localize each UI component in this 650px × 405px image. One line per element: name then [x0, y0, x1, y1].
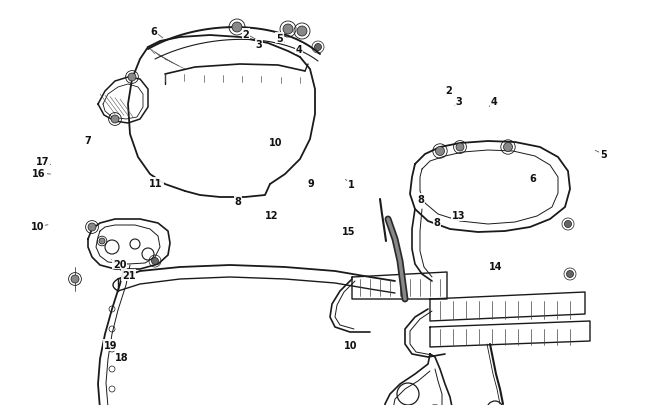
Text: 19: 19	[104, 340, 117, 350]
Text: 2: 2	[445, 86, 452, 96]
Text: 3: 3	[255, 40, 262, 50]
Text: 13: 13	[452, 211, 465, 220]
Circle shape	[99, 239, 105, 244]
Text: 8: 8	[418, 194, 424, 204]
Text: 20: 20	[113, 259, 126, 269]
Circle shape	[436, 147, 445, 156]
Text: 11: 11	[150, 178, 162, 188]
Text: 4: 4	[296, 45, 302, 54]
Text: 21: 21	[122, 271, 135, 280]
Circle shape	[111, 116, 119, 124]
Text: 8: 8	[235, 197, 241, 207]
Text: 15: 15	[342, 227, 355, 237]
Text: 4: 4	[491, 97, 497, 107]
Text: 7: 7	[84, 136, 91, 146]
Circle shape	[283, 25, 293, 35]
Circle shape	[564, 221, 571, 228]
Text: 12: 12	[265, 211, 278, 220]
Text: 10: 10	[31, 222, 44, 232]
Circle shape	[151, 258, 159, 265]
Text: 1: 1	[348, 179, 354, 189]
Circle shape	[128, 74, 136, 82]
Text: 5: 5	[276, 34, 283, 43]
Circle shape	[71, 275, 79, 284]
Circle shape	[504, 143, 512, 152]
Circle shape	[567, 271, 573, 278]
Text: 10: 10	[344, 340, 358, 350]
Text: 6: 6	[150, 27, 157, 36]
Circle shape	[456, 144, 464, 151]
Text: 10: 10	[269, 138, 282, 147]
Circle shape	[315, 45, 322, 51]
Text: 8: 8	[434, 218, 440, 228]
Text: 6: 6	[530, 173, 536, 183]
Text: 18: 18	[116, 352, 129, 362]
Circle shape	[88, 224, 96, 231]
Circle shape	[297, 27, 307, 37]
Text: 5: 5	[600, 150, 606, 160]
Text: 17: 17	[36, 157, 49, 167]
Text: 14: 14	[489, 262, 502, 271]
Text: 9: 9	[307, 178, 314, 188]
Text: 3: 3	[456, 97, 462, 107]
Text: 16: 16	[32, 168, 46, 178]
Text: 2: 2	[242, 30, 249, 39]
Circle shape	[232, 23, 242, 33]
